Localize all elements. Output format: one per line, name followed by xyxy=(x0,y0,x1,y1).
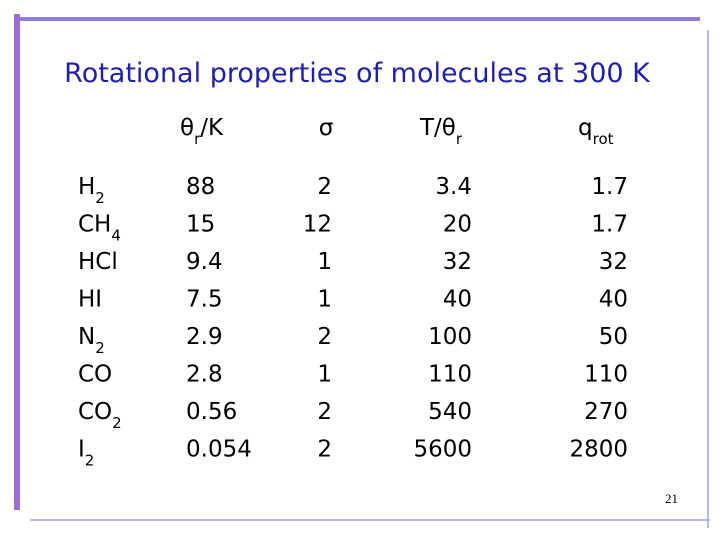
cell: 15 xyxy=(186,212,215,238)
cell: 50 xyxy=(599,324,628,350)
cell: 32 xyxy=(599,249,628,275)
row-label: CO xyxy=(78,362,112,388)
cell: 110 xyxy=(428,362,472,388)
cell: 7.5 xyxy=(186,287,223,313)
text-part: CO xyxy=(78,399,112,425)
column-header: T/θr xyxy=(419,115,463,148)
text-part: CO xyxy=(78,362,112,388)
cell: 540 xyxy=(428,399,472,425)
column-header: θr/K xyxy=(180,115,224,148)
cell: 270 xyxy=(584,399,628,425)
bottom-line xyxy=(30,519,710,521)
row-label: HI xyxy=(78,287,102,313)
cell: 3.4 xyxy=(435,174,472,200)
cell: 1 xyxy=(317,249,332,275)
cell: 100 xyxy=(428,324,472,350)
cell: 2.8 xyxy=(186,362,223,388)
text-part: 4 xyxy=(111,227,121,245)
cell: 0.56 xyxy=(186,399,237,425)
text-part: 2 xyxy=(85,452,95,470)
column-header: σ xyxy=(319,115,334,141)
row-label: N2 xyxy=(78,324,105,357)
cell: 40 xyxy=(599,287,628,313)
cell: 2 xyxy=(317,437,332,463)
row-label: CH4 xyxy=(78,212,121,245)
cell: 20 xyxy=(443,212,472,238)
text-part: q xyxy=(578,115,593,141)
text-part: CH xyxy=(78,212,111,238)
text-part: r xyxy=(194,130,201,148)
title: Rotational properties of molecules at 30… xyxy=(64,58,651,89)
page-number: 21 xyxy=(665,491,678,506)
left-bar xyxy=(14,14,20,510)
text-part: H xyxy=(78,174,95,200)
text-part: T/θ xyxy=(419,115,456,141)
right-line xyxy=(707,30,709,528)
cell: 2 xyxy=(317,324,332,350)
row-label: CO2 xyxy=(78,399,122,432)
cell: 12 xyxy=(303,212,332,238)
text-part: rot xyxy=(593,130,614,148)
cell: 88 xyxy=(186,174,215,200)
row-label: I2 xyxy=(78,437,94,470)
row-label: H2 xyxy=(78,174,105,207)
text-part: N xyxy=(78,324,95,350)
text-part: θ xyxy=(180,115,194,141)
cell: 1.7 xyxy=(591,174,628,200)
cell: 1.7 xyxy=(591,212,628,238)
cell: 1 xyxy=(317,287,332,313)
cell: 2 xyxy=(317,399,332,425)
cell: 40 xyxy=(443,287,472,313)
cell: 5600 xyxy=(413,437,472,463)
row-label: HCl xyxy=(78,249,118,275)
top-bar xyxy=(20,17,700,21)
cell: 2800 xyxy=(569,437,628,463)
text-part: 2 xyxy=(95,189,105,207)
text-part: 2 xyxy=(95,339,105,357)
cell: 1 xyxy=(317,362,332,388)
cell: 110 xyxy=(584,362,628,388)
text-part: HCl xyxy=(78,249,118,275)
cell: 32 xyxy=(443,249,472,275)
cell: 0.054 xyxy=(186,437,252,463)
cell: 2.9 xyxy=(186,324,223,350)
text-part: 2 xyxy=(112,414,122,432)
text-part: r xyxy=(456,130,463,148)
text-part: HI xyxy=(78,287,102,313)
cell: 2 xyxy=(317,174,332,200)
cell: 9.4 xyxy=(186,249,223,275)
text-part: σ xyxy=(319,115,334,141)
text-part: /K xyxy=(200,115,224,141)
text-part: I xyxy=(78,437,85,463)
column-header: qrot xyxy=(578,115,614,148)
